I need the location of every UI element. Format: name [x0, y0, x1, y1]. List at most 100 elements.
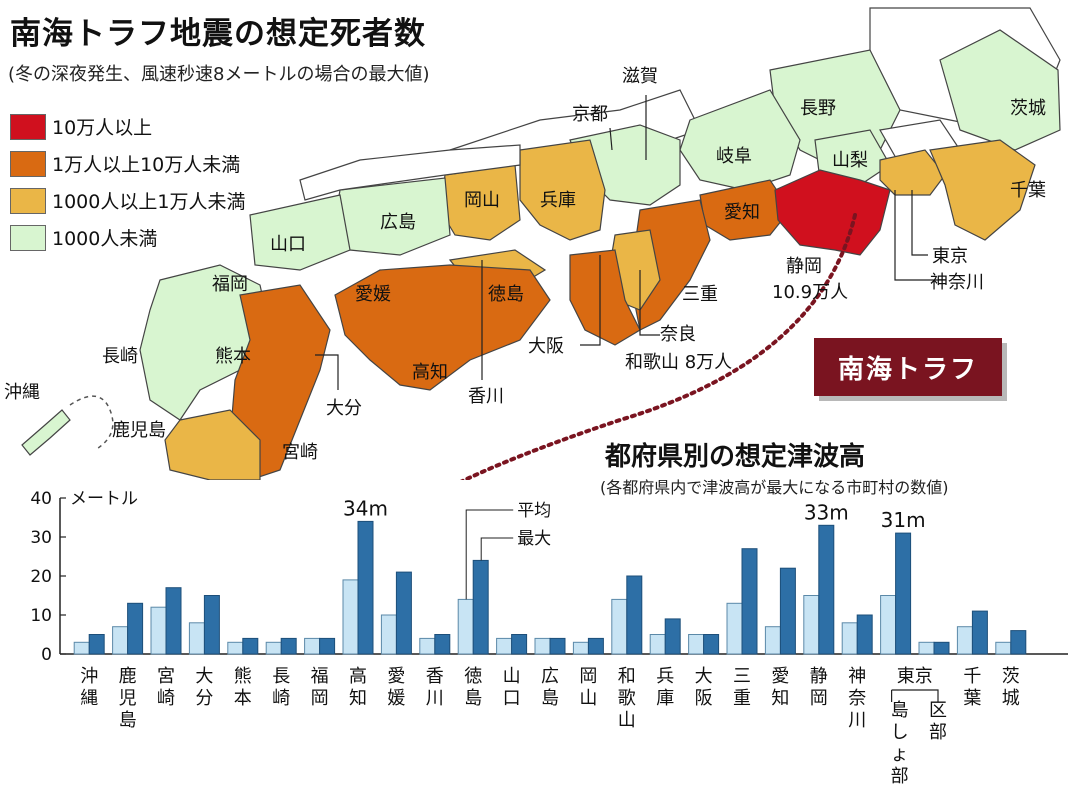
- map-label-hiroshima: 広島: [380, 212, 416, 233]
- region-kagoshima: [164, 409, 261, 480]
- bar-average-17: [726, 602, 743, 655]
- legend-average: 平均: [517, 501, 551, 521]
- legend-swatch: [10, 113, 46, 140]
- bar-average-11: [496, 637, 513, 655]
- legend-leader-max: [480, 537, 514, 561]
- bar-average-9: [419, 637, 436, 655]
- region-chiba: [929, 139, 1036, 241]
- map-label-kanagawa: 神奈川: [930, 272, 984, 293]
- bar-max-12: [549, 637, 566, 655]
- map-label-nagasaki: 長崎: [102, 346, 138, 367]
- region-kyushu-north: [139, 264, 271, 421]
- bar-average-7: [342, 579, 359, 655]
- bar-max-15: [664, 618, 681, 655]
- region-okinawa: [21, 409, 71, 456]
- legend-leader-average: [465, 509, 514, 600]
- x-category-label: 知: [771, 688, 789, 709]
- map-label-oita: 大分: [326, 398, 362, 419]
- x-category-label: 川: [848, 710, 866, 731]
- x-category-label: 奈: [848, 688, 866, 709]
- tokyo-bracket: [891, 689, 939, 702]
- region-oita-miyazaki: [229, 284, 331, 480]
- x-category-label: 岡: [579, 666, 597, 687]
- x-category-label: 岡: [810, 688, 828, 709]
- legend-swatch: [10, 187, 46, 214]
- bar-average-8: [380, 614, 397, 655]
- map-label-okayama: 岡山: [464, 190, 500, 211]
- bar-max-24: [1010, 630, 1027, 655]
- bar-max-1: [127, 602, 144, 655]
- bar-max-4: [242, 637, 259, 655]
- bar-average-16: [688, 634, 705, 655]
- x-category-label: 川: [426, 688, 444, 709]
- bar-max-11: [511, 634, 528, 655]
- leader-lines: [315, 95, 945, 480]
- region-shizuoka: [774, 169, 891, 256]
- x-category-label: 岡: [311, 688, 329, 709]
- x-category-label: 山: [579, 688, 597, 709]
- leader-osaka: [580, 255, 601, 346]
- bar-average-14: [611, 598, 628, 655]
- leader-nara: [639, 270, 660, 336]
- nankai-trough-line: [460, 213, 857, 480]
- legend-swatch: [10, 150, 46, 177]
- bar-average-2: [150, 606, 167, 655]
- legend-item-high: 1万人以上10万人未満: [10, 145, 245, 182]
- x-sublabel-char: 島: [891, 700, 909, 721]
- map-label-okinawa: 沖縄: [4, 382, 40, 403]
- peak-label: 33m: [804, 500, 849, 524]
- x-category-label: 鹿: [119, 666, 137, 687]
- x-category-label: 大: [195, 666, 213, 687]
- bar-average-13: [572, 641, 589, 655]
- bar-max-0: [88, 634, 105, 655]
- x-category-label: 崎: [157, 688, 175, 709]
- peak-label: 34m: [343, 496, 388, 520]
- x-category-label: 知: [349, 688, 367, 709]
- legend-swatch: [10, 224, 46, 251]
- bar-max-6: [319, 637, 336, 655]
- bar-max-13: [587, 637, 604, 655]
- x-category-label: 本: [234, 688, 252, 709]
- x-category-label: 愛: [387, 666, 405, 687]
- x-sublabel-char: 部: [891, 766, 909, 787]
- y-tick-label: 10: [30, 606, 52, 626]
- map-label-tokushima: 徳島: [488, 284, 524, 305]
- x-category-label: 歌: [618, 688, 636, 709]
- bar-average-20: [841, 622, 858, 655]
- map-label-shizuoka: 静岡: [786, 256, 822, 277]
- legend-label: 1000人以上1万人未満: [52, 191, 246, 213]
- x-category-label: 媛: [387, 688, 405, 709]
- bar-max-23: [971, 610, 988, 655]
- map-label-yamanashi: 山梨: [832, 150, 868, 171]
- bar-average-4: [227, 641, 244, 655]
- bar-max-7: [357, 520, 374, 655]
- bar-max-16: [703, 634, 720, 655]
- map-label-shizuoka-deaths: 10.9万人: [772, 282, 848, 303]
- map-regions: [21, 7, 1061, 480]
- map-label-nagano: 長野: [800, 98, 836, 119]
- x-category-label: 分: [195, 688, 213, 709]
- chart-subtitle: (各都府県内で津波高が最大になる市町村の数値): [600, 478, 949, 497]
- leader-kanagawa: [894, 190, 945, 281]
- bar-max-22: [933, 641, 950, 655]
- bar-average-12: [534, 637, 551, 655]
- bar-max-10: [472, 559, 489, 655]
- map-label-shiga: 滋賀: [622, 66, 658, 87]
- x-sublabel-char: 部: [929, 722, 947, 743]
- bar-max-14: [626, 575, 643, 655]
- bar-average-6: [304, 637, 321, 655]
- legend-label: 1万人以上10万人未満: [52, 154, 241, 176]
- bar-average-18: [764, 626, 781, 655]
- nankai-trough-badge: 南海トラフ: [814, 338, 1002, 396]
- region-wakayama: [569, 249, 641, 346]
- x-category-label: 山: [618, 710, 636, 731]
- bar-average-1: [112, 626, 129, 655]
- x-category-label: 山: [503, 666, 521, 687]
- bar-max-8: [395, 571, 412, 655]
- map-subtitle: (冬の深夜発生、風速秒速8メートルの場合の最大値): [8, 64, 430, 85]
- legend-label: 10万人以上: [52, 117, 153, 139]
- map-label-miyazaki: 宮崎: [282, 442, 318, 463]
- peak-label: 31m: [881, 508, 926, 532]
